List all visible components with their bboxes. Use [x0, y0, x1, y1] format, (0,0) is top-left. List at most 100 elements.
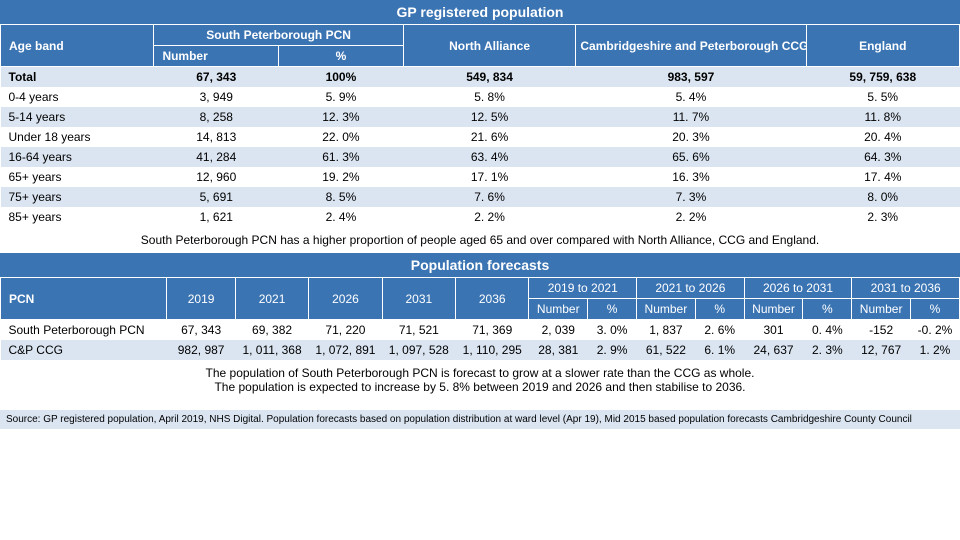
cell: 16. 3% — [576, 167, 806, 187]
cell: 59, 759, 638 — [806, 67, 959, 88]
cell: 5. 9% — [279, 87, 404, 107]
table-row: Total67, 343100%549, 834983, 59759, 759,… — [1, 67, 960, 88]
cell: 2. 3% — [806, 207, 959, 227]
th-p2-pct: % — [695, 299, 744, 320]
cell: 19. 2% — [279, 167, 404, 187]
th-period3: 2026 to 2031 — [744, 278, 852, 299]
cell: 301 — [744, 320, 803, 341]
cell: 7. 6% — [403, 187, 576, 207]
th-north: North Alliance — [403, 25, 576, 67]
cell: 11. 7% — [576, 107, 806, 127]
table-row: 65+ years12, 96019. 2%17. 1%16. 3%17. 4% — [1, 167, 960, 187]
cell: 8. 0% — [806, 187, 959, 207]
caption-line2: The population is expected to increase b… — [214, 380, 745, 394]
table-forecasts: PCN 2019 2021 2026 2031 2036 2019 to 202… — [0, 277, 960, 360]
cell: 2. 4% — [279, 207, 404, 227]
th-sp-pcn: South Peterborough PCN — [154, 25, 403, 46]
table-row: 75+ years5, 6918. 5%7. 6%7. 3%8. 0% — [1, 187, 960, 207]
th-2019: 2019 — [167, 278, 236, 320]
th-ccg: Cambridgeshire and Peterborough CCG — [576, 25, 806, 67]
cell: 2. 6% — [695, 320, 744, 341]
cell: 63. 4% — [403, 147, 576, 167]
table-row: South Peterborough PCN67, 34369, 38271, … — [1, 320, 960, 341]
cell: 8. 5% — [279, 187, 404, 207]
cell: 1. 2% — [911, 340, 960, 360]
cell: 16-64 years — [1, 147, 154, 167]
cell: 3, 949 — [154, 87, 279, 107]
cell: 12, 767 — [852, 340, 911, 360]
table-row: 5-14 years8, 25812. 3%12. 5%11. 7%11. 8% — [1, 107, 960, 127]
th-p4-num: Number — [852, 299, 911, 320]
th-period1: 2019 to 2021 — [529, 278, 637, 299]
cell: 20. 4% — [806, 127, 959, 147]
cell: 5. 5% — [806, 87, 959, 107]
cell: 0-4 years — [1, 87, 154, 107]
cell: 65. 6% — [576, 147, 806, 167]
th-pcn: PCN — [1, 278, 167, 320]
th-p3-num: Number — [744, 299, 803, 320]
th-p1-num: Number — [529, 299, 588, 320]
cell: 5. 4% — [576, 87, 806, 107]
cell: 21. 6% — [403, 127, 576, 147]
cell: 14, 813 — [154, 127, 279, 147]
cell: 22. 0% — [279, 127, 404, 147]
cell: 1, 072, 891 — [309, 340, 382, 360]
cell: 75+ years — [1, 187, 154, 207]
table-row: 16-64 years41, 28461. 3%63. 4%65. 6%64. … — [1, 147, 960, 167]
th-pct: % — [279, 46, 404, 67]
cell: 1, 097, 528 — [382, 340, 455, 360]
cell: 69, 382 — [235, 320, 308, 341]
cell: 3. 0% — [588, 320, 637, 341]
cell: 982, 987 — [167, 340, 236, 360]
cell: 61. 3% — [279, 147, 404, 167]
cell: 2. 2% — [403, 207, 576, 227]
th-number: Number — [154, 46, 279, 67]
cell: 28, 381 — [529, 340, 588, 360]
cell: 5, 691 — [154, 187, 279, 207]
cell: 0. 4% — [803, 320, 852, 341]
cell: 2. 2% — [576, 207, 806, 227]
cell: 549, 834 — [403, 67, 576, 88]
cell: -0. 2% — [911, 320, 960, 341]
cell: 24, 637 — [744, 340, 803, 360]
th-period2: 2021 to 2026 — [637, 278, 745, 299]
cell: 67, 343 — [154, 67, 279, 88]
th-2021: 2021 — [235, 278, 308, 320]
th-period4: 2031 to 2036 — [852, 278, 960, 299]
cell: 1, 621 — [154, 207, 279, 227]
cell: 17. 1% — [403, 167, 576, 187]
th-2026: 2026 — [309, 278, 382, 320]
th-p2-num: Number — [637, 299, 696, 320]
cell: 41, 284 — [154, 147, 279, 167]
cell: 5. 8% — [403, 87, 576, 107]
cell: 7. 3% — [576, 187, 806, 207]
cell: 2. 3% — [803, 340, 852, 360]
th-p4-pct: % — [911, 299, 960, 320]
th-ageband: Age band — [1, 25, 154, 67]
cell: 1, 110, 295 — [456, 340, 529, 360]
cell: 11. 8% — [806, 107, 959, 127]
table-row: Under 18 years14, 81322. 0%21. 6%20. 3%2… — [1, 127, 960, 147]
cell: 2, 039 — [529, 320, 588, 341]
cell: South Peterborough PCN — [1, 320, 167, 341]
cell: 12. 3% — [279, 107, 404, 127]
cell: 17. 4% — [806, 167, 959, 187]
cell: 71, 369 — [456, 320, 529, 341]
section1-caption: South Peterborough PCN has a higher prop… — [0, 227, 960, 253]
table-row: 0-4 years3, 9495. 9%5. 8%5. 4%5. 5% — [1, 87, 960, 107]
cell: 983, 597 — [576, 67, 806, 88]
cell: 1, 011, 368 — [235, 340, 308, 360]
section2-title: Population forecasts — [0, 253, 960, 277]
caption-line1: The population of South Peterborough PCN… — [206, 366, 755, 380]
section2-caption: The population of South Peterborough PCN… — [0, 360, 960, 400]
cell: 6. 1% — [695, 340, 744, 360]
section1-title: GP registered population — [0, 0, 960, 24]
th-2031: 2031 — [382, 278, 455, 320]
cell: -152 — [852, 320, 911, 341]
cell: 12, 960 — [154, 167, 279, 187]
cell: 2. 9% — [588, 340, 637, 360]
cell: 71, 521 — [382, 320, 455, 341]
table-row: 85+ years1, 6212. 4%2. 2%2. 2%2. 3% — [1, 207, 960, 227]
th-p1-pct: % — [588, 299, 637, 320]
cell: 85+ years — [1, 207, 154, 227]
